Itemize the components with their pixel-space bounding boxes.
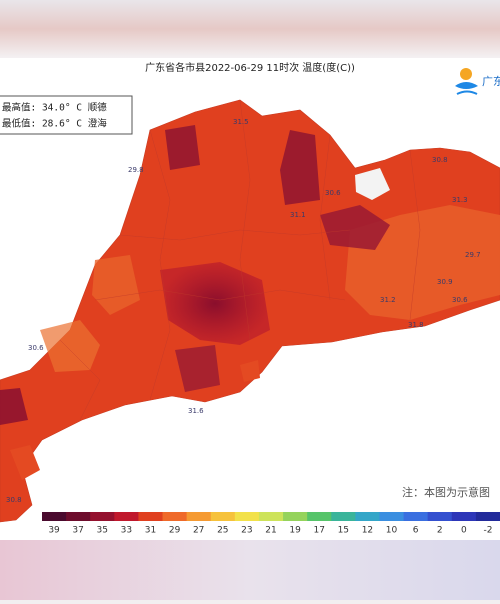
legend-swatch: [307, 512, 332, 521]
county-borders: [59, 99, 421, 421]
blur-top: [0, 0, 500, 58]
legend-swatch: [210, 512, 236, 521]
map-label: 31.3: [452, 196, 468, 204]
map-label: 31.6: [188, 407, 204, 415]
hot-zone: [0, 388, 28, 425]
hot-zone: [160, 262, 270, 345]
legend-swatch: [258, 512, 284, 521]
stat-min: 最低值: 28.6° C 澄海: [2, 118, 107, 130]
hot-zone: [320, 205, 390, 250]
legend-swatch: [66, 512, 91, 521]
legend-swatch: [138, 512, 164, 521]
legend-label: 29: [169, 526, 181, 536]
orange-zone: [92, 255, 140, 315]
island: [10, 445, 40, 480]
legend-label: 39: [48, 526, 60, 536]
legend-label: 31: [145, 526, 156, 536]
legend-label: 33: [121, 526, 132, 536]
legend-swatch: [379, 512, 405, 521]
legend-swatch: [186, 512, 212, 521]
legend-swatch: [114, 512, 139, 521]
legend-swatch: [331, 512, 356, 521]
logo: 广东: [455, 68, 500, 95]
hot-zone: [165, 125, 200, 170]
legend-label: 19: [289, 526, 301, 536]
legend-label: 0: [461, 526, 467, 536]
legend-swatch: [283, 512, 308, 521]
title: 广东省各市县2022-06-29 11时次 温度(度(C)): [145, 61, 355, 74]
legend-label: 10: [386, 526, 398, 536]
map-label: 30.6: [452, 296, 468, 304]
legend-swatch: [234, 512, 260, 521]
legend-swatch: [427, 512, 453, 521]
legend-label: 15: [338, 526, 349, 536]
stats-box: [0, 95, 133, 135]
legend-label: 2: [437, 526, 443, 536]
orange-zone: [40, 320, 100, 372]
legend-swatch: [42, 512, 67, 521]
legend-label: 27: [193, 526, 204, 536]
legend-swatch: [162, 512, 188, 521]
legend-swatch: [451, 512, 477, 521]
legend-label: -2: [483, 526, 492, 536]
legend-swatch: [403, 512, 429, 521]
logo-text: 广东: [482, 75, 500, 88]
hot-zone: [175, 345, 220, 392]
legend-label: 12: [362, 526, 373, 536]
stat-max: 最高值: 34.0° C 顺德: [2, 102, 107, 114]
map-label: 31.8: [408, 321, 424, 329]
legend-swatch: [475, 512, 500, 521]
map-label: 29.8: [128, 166, 144, 174]
map-label: 30.8: [432, 156, 448, 164]
legend-label: 25: [217, 526, 228, 536]
legend-label: 21: [265, 526, 276, 536]
map-label: 31.1: [290, 211, 306, 219]
map-label: 29.7: [465, 251, 481, 259]
legend-label: 37: [72, 526, 83, 536]
legend-label: 35: [97, 526, 108, 536]
map-label: 31.5: [233, 118, 249, 126]
legend-swatch: [355, 512, 380, 521]
map-label: 30.9: [437, 278, 453, 286]
map-label: 30.6: [325, 189, 341, 197]
map-label: 30.8: [6, 496, 22, 504]
hot-zone: [280, 130, 320, 205]
legend-label: 23: [241, 526, 252, 536]
no-data-zone: [355, 168, 390, 200]
legend-label: 17: [313, 526, 324, 536]
legend: 39 37 35 33 31 29 27 25 23 21 19 17 15 12 10 6 2 0 -2: [42, 512, 500, 536]
legend-swatch: [90, 512, 115, 521]
island: [240, 360, 260, 382]
map-label: 31.2: [380, 296, 396, 304]
legend-label: 6: [413, 526, 419, 536]
map-label: 30.6: [28, 344, 44, 352]
note: 注：本图为示意图: [402, 485, 490, 499]
blur-bottom: [0, 540, 500, 600]
